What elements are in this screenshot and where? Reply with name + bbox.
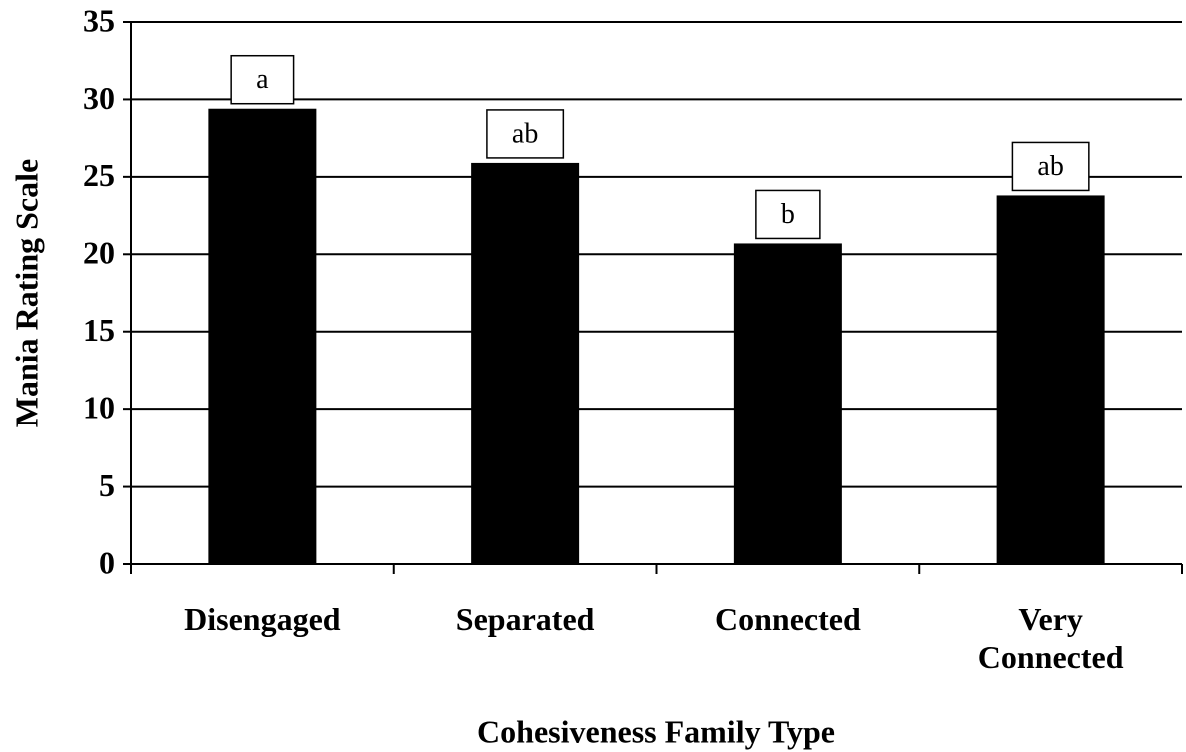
x-tick-label: Connected — [714, 601, 861, 637]
annotation: a — [256, 64, 269, 95]
y-tick-label: 20 — [83, 235, 115, 271]
x-tick-label: Disengaged — [184, 601, 341, 637]
y-tick-label: 5 — [99, 467, 115, 503]
x-axis-label: Cohesiveness Family Type — [477, 713, 835, 749]
bar — [733, 243, 842, 564]
y-axis-label: Mania Rating Scale — [8, 159, 44, 427]
annotation-box — [230, 54, 295, 105]
y-tick-label: 30 — [83, 80, 115, 116]
y-tick-label: 35 — [83, 2, 115, 38]
bar — [208, 108, 317, 564]
annotation: ab — [1037, 151, 1063, 182]
y-tick-label: 25 — [83, 157, 115, 193]
annotation: ab — [512, 118, 538, 149]
x-tick-label: Separated — [455, 601, 595, 637]
y-tick-label: 0 — [99, 544, 115, 580]
annotation-box — [755, 189, 821, 240]
bar — [471, 162, 580, 565]
annotation-box — [486, 109, 565, 159]
annotation: b — [781, 199, 795, 230]
x-tick-label: Very Connected — [977, 601, 1124, 675]
bar — [996, 195, 1105, 564]
y-tick-label: 10 — [83, 389, 115, 425]
annotation-box — [1011, 141, 1090, 192]
y-tick-label: 15 — [83, 312, 115, 348]
